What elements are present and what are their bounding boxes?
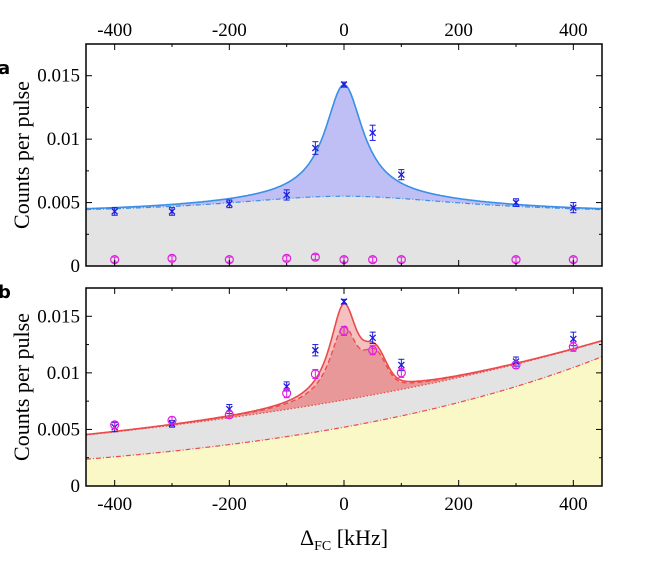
magenta-data-point (511, 360, 521, 370)
panel-b-xlabel: ΔFC [kHz] (300, 525, 388, 554)
magenta-data-point (224, 410, 234, 420)
x-tick-label: 0 (339, 494, 349, 515)
panel-a-fills (86, 84, 602, 266)
blue-data-point (397, 171, 405, 179)
panel-a-letter: a (0, 58, 10, 79)
xlabel-subscript: FC (314, 539, 331, 554)
blue-data-point (512, 199, 520, 207)
blue-data-point (225, 200, 233, 208)
blue-data-point (311, 144, 319, 152)
panel-a-ticks: -400 -200 0 200 400 0 0.005 0.01 0.015 (37, 20, 602, 277)
blue-data-point (369, 334, 377, 342)
panel-b-fills (86, 303, 602, 486)
y-tick-label: 0 (71, 476, 81, 497)
blue-data-point (340, 298, 348, 306)
xlabel-delta: Δ (300, 525, 314, 550)
panel-b-ticks: -400 -200 0 200 400 0 0.005 0.01 0.015 (37, 288, 602, 515)
blue-data-point (397, 361, 405, 369)
yellow-fill (86, 356, 602, 486)
y-tick-label: 0.015 (37, 66, 80, 87)
blue-data-point (283, 191, 291, 199)
x-tick-label-top: -400 (97, 20, 132, 41)
y-tick-label: 0.01 (47, 363, 80, 384)
magenta-data-point (110, 420, 120, 430)
magenta-data-point (167, 253, 177, 263)
y-tick-label: 0.015 (37, 306, 80, 327)
blue-data-point (168, 207, 176, 215)
x-tick-label: -200 (212, 494, 247, 515)
x-tick-label-top: -200 (212, 20, 247, 41)
magenta-data-point (310, 252, 320, 262)
panel-b-letter: b (0, 282, 11, 303)
x-tick-label: -400 (97, 494, 132, 515)
yellow-fit-curve (85, 356, 603, 460)
magenta-data-point (396, 368, 406, 378)
panel-b-ylabel: Counts per pulse (9, 313, 34, 461)
y-tick-label: 0.005 (37, 419, 80, 440)
panel-b-data-points (110, 298, 578, 433)
blue-data-point (111, 207, 119, 215)
signal-fill-blue (86, 84, 602, 210)
x-tick-label-top: 0 (339, 20, 349, 41)
magenta-data-point (310, 369, 320, 379)
magenta-data-point (568, 342, 578, 352)
background-fill-grey (86, 196, 602, 266)
xlabel-unit: [kHz] (331, 525, 388, 550)
y-tick-label: 0.01 (47, 129, 80, 150)
blue-data-point (311, 346, 319, 354)
magenta-data-point (167, 415, 177, 425)
magenta-data-point (339, 326, 349, 336)
blue-data-point (369, 129, 377, 137)
blue-data-point (569, 335, 577, 343)
x-tick-label-top: 200 (444, 20, 473, 41)
x-tick-label: 200 (444, 494, 473, 515)
blue-data-point (569, 204, 577, 212)
x-tick-label-top: 400 (559, 20, 588, 41)
magenta-data-point (282, 253, 292, 263)
panel-b: b -400 -200 0 200 400 0 0.005 0.01 0.015 Counts … (0, 282, 603, 554)
y-tick-label: 0 (71, 256, 81, 277)
signal-fill-red (86, 326, 602, 435)
panel-a-data-points (110, 81, 578, 265)
panel-a-ylabel: Counts per pulse (9, 81, 34, 229)
magenta-data-point (368, 255, 378, 265)
background-fill-grey (86, 341, 602, 460)
y-tick-label: 0.005 (37, 193, 80, 214)
blue-data-point (340, 81, 348, 89)
magenta-data-point (282, 388, 292, 398)
magenta-data-point (368, 345, 378, 355)
x-tick-label: 400 (559, 494, 588, 515)
panel-a: a -400 -200 0 200 400 0 0.005 0.01 0.015 Counts … (0, 20, 603, 277)
